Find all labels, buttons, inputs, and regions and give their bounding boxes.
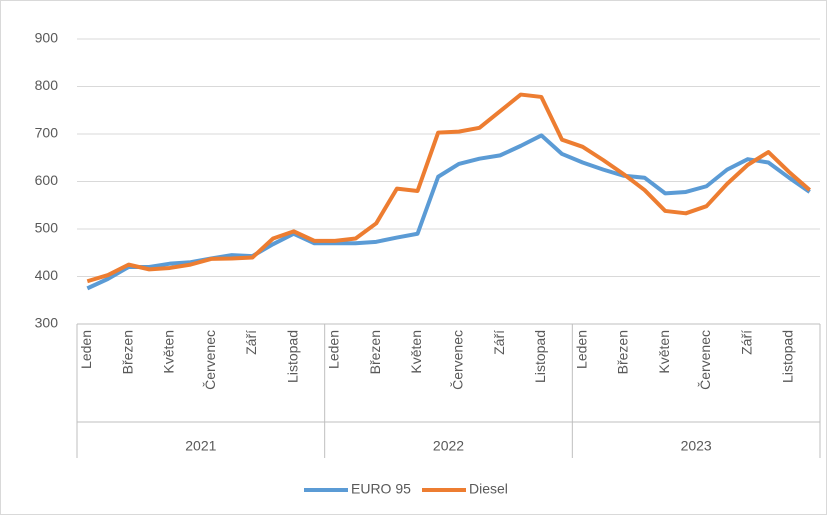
- x-tick-label: Listopad: [532, 330, 548, 383]
- legend-label: Diesel: [469, 481, 508, 497]
- x-tick-label: Listopad: [284, 330, 300, 383]
- year-label: 2021: [185, 438, 216, 454]
- y-tick-label: 600: [35, 172, 59, 188]
- year-label: 2023: [681, 438, 712, 454]
- y-tick-label: 500: [35, 220, 59, 236]
- series-line: [86, 92, 811, 284]
- y-tick-label: 400: [35, 267, 59, 283]
- x-tick-label: Březen: [119, 330, 135, 374]
- x-tick-label: Listopad: [780, 330, 796, 383]
- x-tick-label: Březen: [615, 330, 631, 374]
- x-tick-label: Květen: [161, 330, 177, 374]
- x-tick-label: Červenec: [450, 330, 466, 390]
- y-tick-label: 800: [35, 77, 59, 93]
- x-tick-label: Červenec: [697, 330, 713, 390]
- y-tick-label: 700: [35, 125, 59, 141]
- x-tick-label: Březen: [367, 330, 383, 374]
- x-tick-label: Září: [491, 330, 507, 355]
- x-tick-label: Leden: [326, 330, 342, 369]
- x-tick-label: Září: [243, 330, 259, 355]
- x-tick-label: Červenec: [202, 330, 218, 390]
- y-tick-label: 300: [35, 315, 59, 331]
- year-label: 2022: [433, 438, 464, 454]
- legend-label: EURO 95: [351, 481, 411, 497]
- y-tick-label: 900: [35, 30, 59, 46]
- x-tick-label: Září: [738, 330, 754, 355]
- x-tick-label: Leden: [78, 330, 94, 369]
- x-tick-label: Leden: [573, 330, 589, 369]
- x-tick-label: Květen: [656, 330, 672, 374]
- x-tick-label: Květen: [408, 330, 424, 374]
